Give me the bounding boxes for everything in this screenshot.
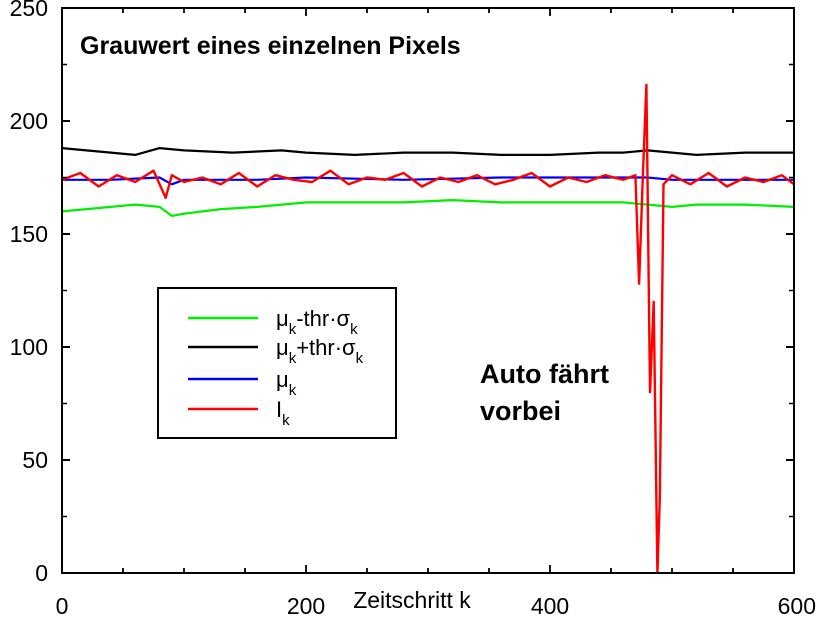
chart-title: Grauwert eines einzelnen Pixels xyxy=(80,32,461,60)
legend-label-1: μk-thr·σk xyxy=(276,306,358,338)
legend-label-3: μk xyxy=(276,367,297,399)
y-tick-label: 200 xyxy=(10,108,48,134)
ticks-layer: 0 50 100 150 200 250 0 200 400 600 xyxy=(10,0,816,619)
x-tick-label: 0 xyxy=(56,593,69,619)
series-line-2 xyxy=(62,147,794,156)
y-tick-label: 0 xyxy=(35,560,48,586)
x-axis-label: Zeitschritt k xyxy=(353,587,471,613)
legend-box xyxy=(157,287,397,439)
x-tick-label: 600 xyxy=(778,593,816,619)
annotation-line-1: Auto fährt xyxy=(480,359,609,389)
y-tick-label: 50 xyxy=(22,447,48,473)
annotation-line-2: vorbei xyxy=(480,396,561,426)
x-tick-label: 400 xyxy=(531,593,569,619)
y-tick-label: 100 xyxy=(10,334,48,360)
series-layer xyxy=(62,83,794,573)
series-line-4 xyxy=(62,83,794,573)
y-tick-label: 150 xyxy=(10,221,48,247)
x-tick-label: 200 xyxy=(287,593,325,619)
legend-label-4: Ik xyxy=(276,397,290,429)
y-tick-label: 250 xyxy=(10,0,48,21)
series-line-1 xyxy=(62,199,794,217)
series-line-3 xyxy=(62,176,794,186)
legend-label-2: μk+thr·σk xyxy=(276,335,364,367)
annotation: Auto fährt vorbei xyxy=(480,359,609,426)
